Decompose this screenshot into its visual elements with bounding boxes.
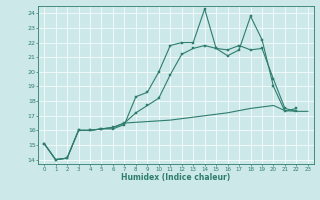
X-axis label: Humidex (Indice chaleur): Humidex (Indice chaleur): [121, 173, 231, 182]
